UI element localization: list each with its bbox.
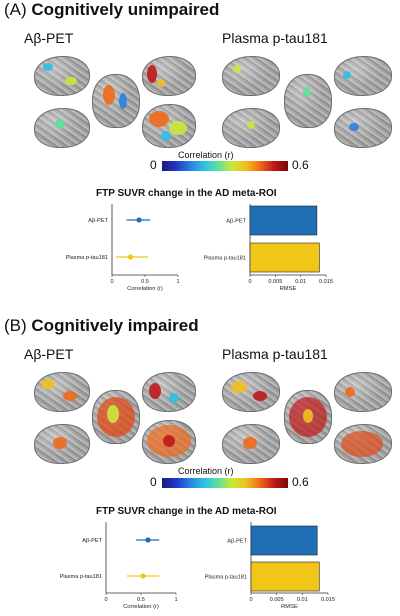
panel-b-left-brain-maps [34, 370, 196, 466]
panel-a-colorbar-min: 0 [150, 158, 157, 172]
panel-b-label: (B) [4, 316, 27, 335]
brain-top [284, 390, 332, 444]
brain-lateral-left [222, 56, 280, 96]
panel-b-rmse-plot: Aβ-PET Plasma p-tau181 0 0.005 0.01 0.015 RMSE [205, 522, 335, 610]
category-label: Plasma p-tau181 [204, 256, 246, 262]
x-tick-label: 1 [174, 597, 177, 603]
x-tick-label: 0 [249, 597, 252, 603]
panel-a-rmse-plot: Aβ-PET Plasma p-tau181 0 0.005 0.01 0.015 RMSE [204, 204, 333, 292]
category-label: Plasma p-tau181 [60, 574, 102, 580]
panel-a-colorbar-title: Correlation (r) [178, 150, 234, 160]
brain-top [92, 74, 140, 128]
bar [250, 561, 320, 592]
brain-medial-left [34, 108, 90, 148]
brain-medial-left [34, 424, 90, 464]
panel-b-metaroi-title: FTP SUVR change in the AD meta-ROI [96, 506, 277, 517]
brain-medial-right [334, 372, 392, 412]
panel-a-right-title: Plasma p-tau181 [222, 30, 328, 46]
x-tick-label: 0 [248, 279, 251, 285]
bar [249, 205, 318, 236]
category-label: Plasma p-tau181 [205, 575, 247, 581]
panel-b-right-brain-maps [222, 370, 392, 466]
x-axis-label: RMSE [280, 286, 297, 292]
category-label: Aβ-PET [82, 538, 102, 544]
brain-top [284, 74, 332, 128]
panel-b-right-title: Plasma p-tau181 [222, 346, 328, 362]
x-tick-label: 0.005 [270, 597, 284, 603]
brain-lateral-right [334, 108, 392, 148]
panel-a-colorbar-max: 0.6 [292, 158, 309, 172]
brain-lateral-left [34, 372, 90, 412]
brain-lateral-left [34, 56, 90, 96]
x-tick-label: 0.5 [141, 279, 149, 285]
brain-medial-right [142, 372, 196, 412]
panel-b-left-title: Aβ-PET [24, 346, 74, 362]
brain-medial-left [222, 108, 280, 148]
panel-a-forest-plot: Aβ-PET Plasma p-tau181 0 0.5 1 Correlation (r… [66, 204, 180, 292]
x-axis-label: Correlation (r) [127, 286, 163, 292]
x-tick-label: 0 [110, 279, 113, 285]
data-point [140, 573, 146, 579]
x-tick-label: 0.5 [137, 597, 145, 603]
x-axis-label: RMSE [281, 604, 298, 610]
panel-a-left-title: Aβ-PET [24, 30, 74, 46]
panel-a-charts: Aβ-PET Plasma p-tau181 0 0.5 1 Correlation (r… [66, 204, 333, 292]
panel-b-colorbar-title: Correlation (r) [178, 466, 234, 476]
brain-top [92, 390, 140, 444]
category-label: Aβ-PET [227, 539, 247, 545]
panel-b-title: Cognitively impaired [31, 316, 199, 335]
category-label: Plasma p-tau181 [66, 255, 108, 261]
data-point [136, 217, 142, 223]
x-tick-label: 0 [104, 597, 107, 603]
x-tick-label: 0.01 [295, 279, 306, 285]
panel-b-charts: Aβ-PET Plasma p-tau181 0 0.5 1 Correlation (r… [60, 522, 335, 610]
x-tick-label: 0.01 [297, 597, 308, 603]
x-tick-label: 0.015 [319, 279, 333, 285]
data-point [127, 254, 134, 260]
x-tick-label: 0.015 [321, 597, 335, 603]
panel-b-colorbar-min: 0 [150, 475, 157, 489]
x-tick-label: 1 [176, 279, 179, 285]
category-label: Aβ-PET [226, 219, 246, 225]
brain-medial-left [222, 424, 280, 464]
brain-medial-right [334, 56, 392, 96]
panel-a-colorbar [162, 161, 288, 171]
panel-a-left-brain-maps [34, 54, 196, 150]
panel-a-title: Cognitively unimpaired [31, 0, 220, 19]
category-label: Aβ-PET [88, 218, 108, 224]
panel-b-colorbar [162, 478, 288, 488]
panel-a-metaroi-title: FTP SUVR change in the AD meta-ROI [96, 188, 277, 199]
panel-b-forest-plot: Aβ-PET Plasma p-tau181 0 0.5 1 Correlation (r… [60, 522, 178, 610]
panel-b-heading: (B) Cognitively impaired [4, 316, 199, 336]
bar [250, 525, 318, 556]
x-axis-label: Correlation (r) [123, 604, 159, 610]
panel-a-label: (A) [4, 0, 27, 19]
brain-lateral-right [334, 424, 392, 464]
bar [249, 242, 320, 273]
brain-lateral-left [222, 372, 280, 412]
panel-a-heading: (A) Cognitively unimpaired [4, 0, 219, 20]
brain-medial-right [142, 56, 196, 96]
panel-a-right-brain-maps [222, 54, 392, 150]
panel-b-colorbar-max: 0.6 [292, 475, 309, 489]
brain-lateral-right [142, 104, 196, 148]
data-point [145, 537, 151, 543]
x-tick-label: 0.005 [268, 279, 282, 285]
brain-lateral-right [142, 420, 196, 464]
